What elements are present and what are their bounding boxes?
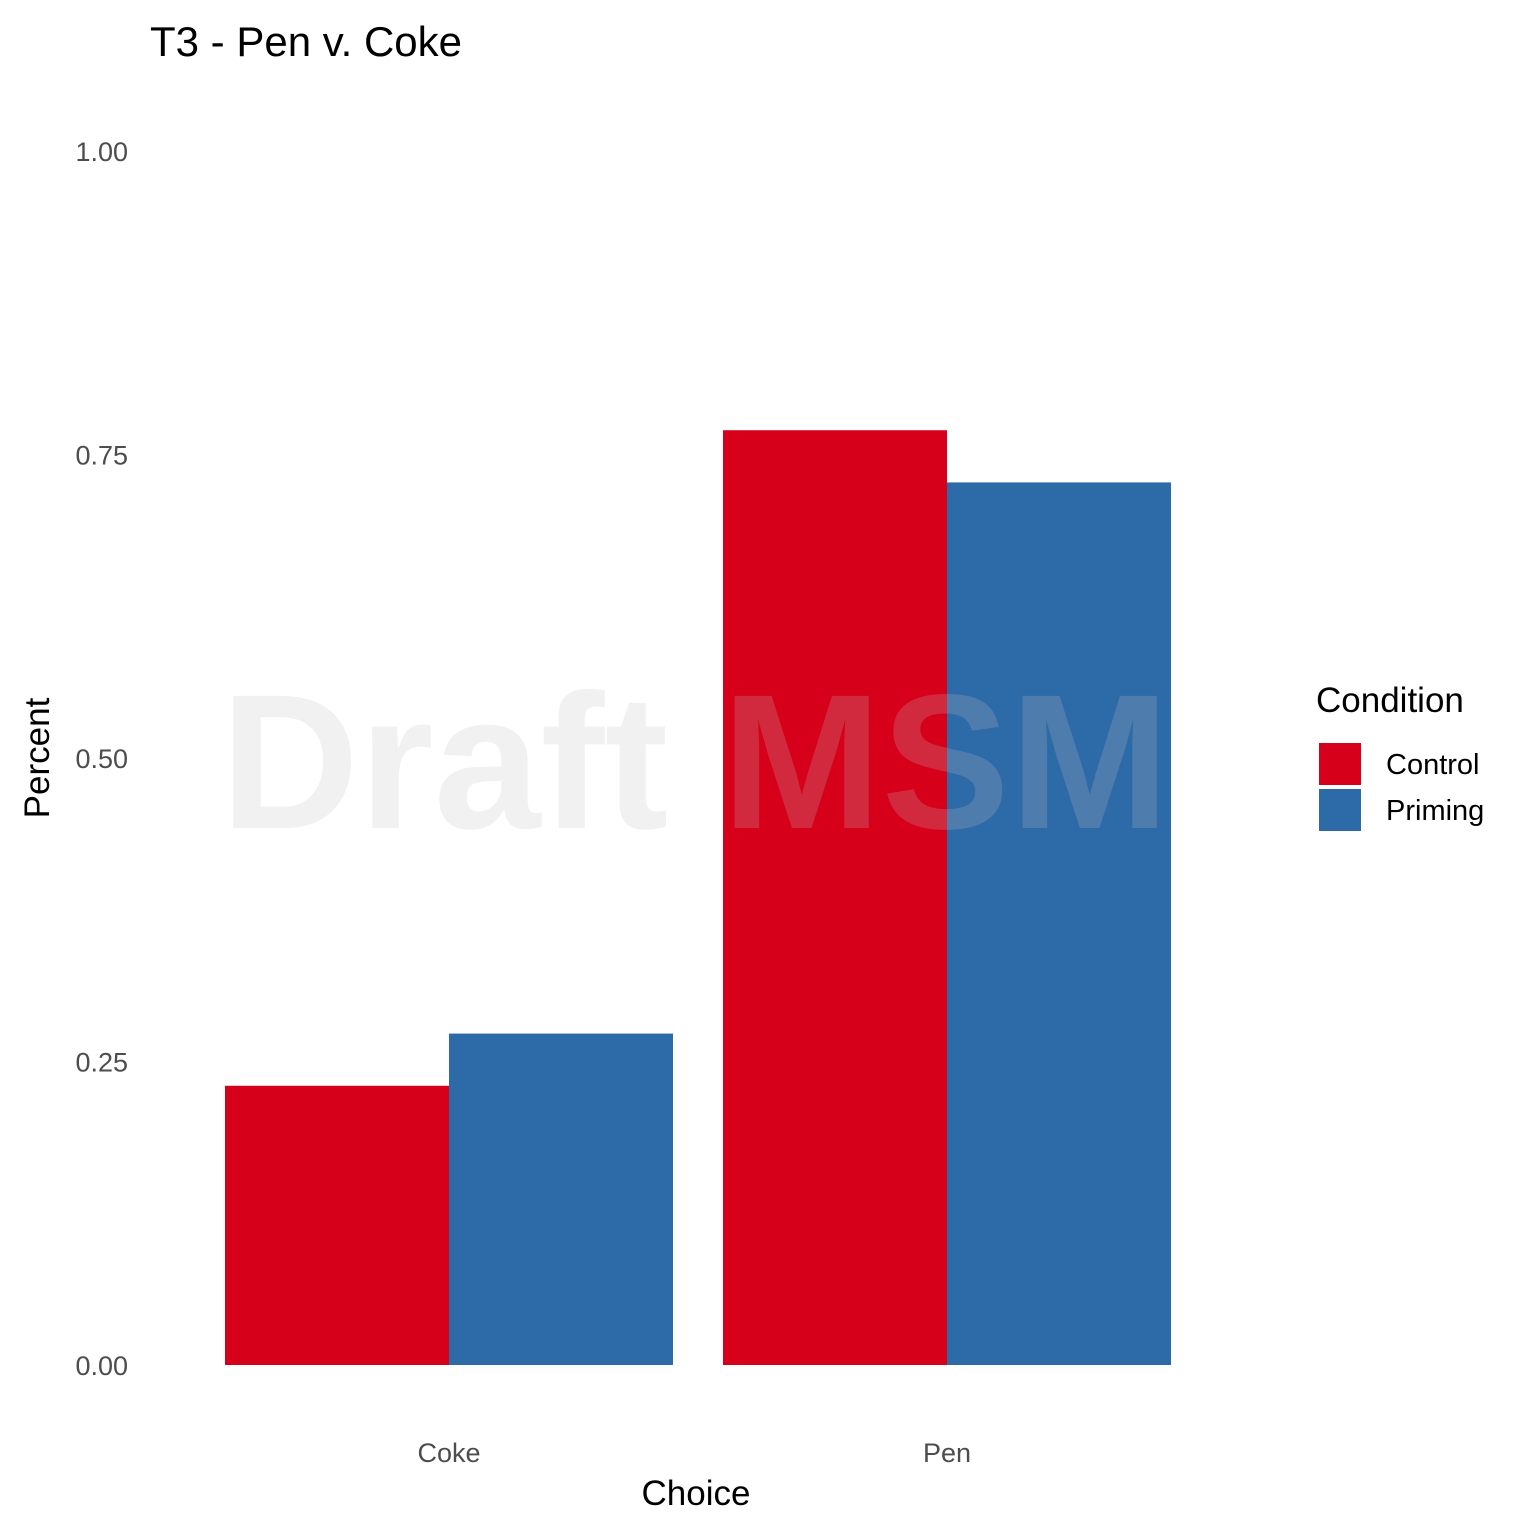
y-tick-label: 0.00 <box>75 1351 128 1381</box>
bar-pen-control <box>723 430 947 1366</box>
x-tick-label: Pen <box>923 1438 971 1468</box>
watermark-text: Draft MSM <box>220 654 1169 869</box>
legend-title: Condition <box>1316 681 1464 720</box>
legend-swatch-priming <box>1319 789 1361 831</box>
y-axis-title: Percent <box>18 697 57 818</box>
legend-swatch-control <box>1319 743 1361 785</box>
legend-items: Control Priming <box>1319 743 1484 831</box>
x-tick-label: Coke <box>417 1438 480 1468</box>
legend-label-priming: Priming <box>1386 795 1484 827</box>
y-tick-label: 0.50 <box>75 744 128 774</box>
legend: Condition Control Priming <box>1316 681 1484 831</box>
legend-label-control: Control <box>1386 749 1480 781</box>
bars <box>225 430 1171 1366</box>
chart-title: T3 - Pen v. Coke <box>150 18 462 65</box>
y-tick-label: 0.75 <box>75 441 128 471</box>
y-tick-label: 0.25 <box>75 1048 128 1078</box>
bar-coke-priming <box>449 1033 673 1365</box>
y-tick-label: 1.00 <box>75 137 128 167</box>
x-axis-title: Choice <box>642 1474 751 1513</box>
y-axis-ticks: 0.00 0.25 0.50 0.75 1.00 <box>75 137 128 1381</box>
bar-pen-priming <box>947 482 1171 1365</box>
bar-coke-control <box>225 1085 449 1365</box>
x-axis-ticks: Coke Pen <box>417 1438 971 1468</box>
